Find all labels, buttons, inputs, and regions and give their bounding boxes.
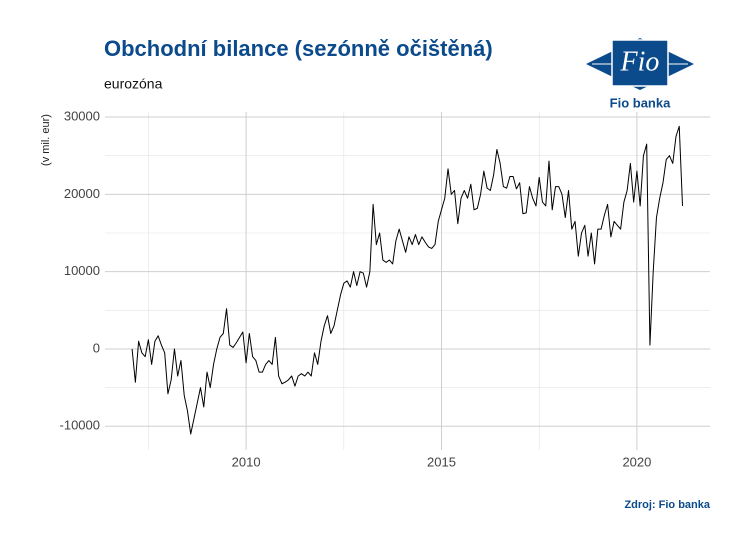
x-tick-label: 2010 xyxy=(232,454,261,469)
y-tick-label: 30000 xyxy=(64,108,100,123)
y-tick-label: 10000 xyxy=(64,263,100,278)
y-tick-label: 20000 xyxy=(64,186,100,201)
logo-caption: Fio banka xyxy=(610,95,671,110)
chart-title: Obchodní bilance (sezónně očištěná) xyxy=(104,36,493,61)
y-tick-label: -10000 xyxy=(60,418,100,433)
source: Zdroj: Fio banka xyxy=(624,499,710,511)
x-tick-label: 2020 xyxy=(622,454,651,469)
y-axis-label: (v mil. eur) xyxy=(40,114,52,166)
chart-subtitle: eurozóna xyxy=(104,76,163,92)
data-line xyxy=(131,125,684,435)
logo: Fio Fio banka xyxy=(586,38,694,110)
logo-box xyxy=(611,39,669,87)
x-tick-label: 2015 xyxy=(427,454,456,469)
grid xyxy=(105,112,710,450)
y-tick-label: 0 xyxy=(93,340,100,355)
logo-text: Fio xyxy=(620,46,660,77)
